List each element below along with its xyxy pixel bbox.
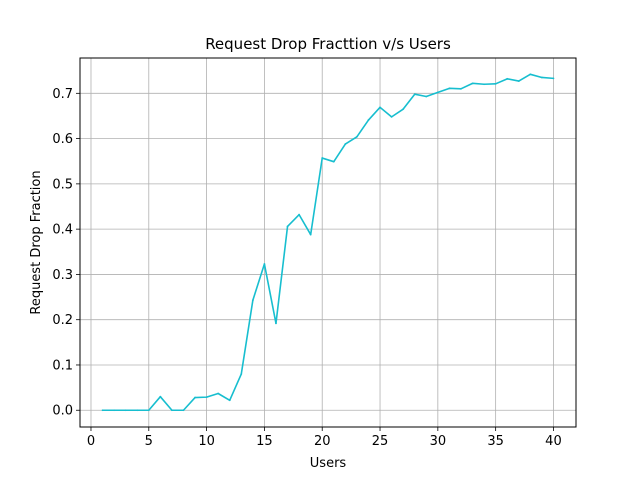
data-point <box>113 409 116 412</box>
y-tick-label: 0.2 <box>52 313 73 328</box>
data-point <box>240 373 243 375</box>
data-point <box>494 82 497 85</box>
data-point <box>217 392 220 395</box>
data-point <box>402 108 405 111</box>
data-point <box>251 299 254 302</box>
y-tick-label: 0.0 <box>52 404 73 419</box>
grid <box>80 58 576 427</box>
data-point <box>332 160 335 163</box>
data-point <box>425 95 428 98</box>
y-tick-label: 0.4 <box>52 223 73 238</box>
chart-title: Request Drop Fracttion v/s Users <box>205 35 451 53</box>
data-point <box>552 77 555 80</box>
x-tick-label: 25 <box>372 434 389 449</box>
series-line <box>102 73 554 412</box>
x-tick-label: 20 <box>314 434 331 449</box>
y-tick-label: 0.1 <box>52 358 73 373</box>
y-tick-label: 0.7 <box>52 87 73 102</box>
data-point <box>263 263 266 265</box>
data-point <box>367 119 370 121</box>
data-point <box>171 409 173 412</box>
data-point <box>298 213 300 216</box>
x-tick-label: 40 <box>545 434 562 449</box>
data-point <box>344 143 347 145</box>
data-point <box>147 409 150 412</box>
data-point <box>471 82 474 85</box>
data-point <box>275 322 277 325</box>
axes-frame <box>79 57 577 428</box>
data-point <box>540 76 543 79</box>
data-point <box>159 395 162 398</box>
x-tick-label: 30 <box>430 434 447 449</box>
data-point <box>194 396 196 399</box>
y-axis-label: Request Drop Fraction <box>29 170 44 314</box>
data-point <box>448 87 451 90</box>
data-point <box>460 87 462 90</box>
x-tick-label: 10 <box>198 434 215 449</box>
x-axis-label: Users <box>310 456 347 471</box>
data-point <box>136 409 139 412</box>
data-point <box>379 106 381 109</box>
ticks: 0 5 10 15 20 25 30 35 40 0.0 0.1 0.2 0.3 0.4 0.5 0.6 0.7 <box>52 87 561 449</box>
data-point <box>413 93 416 96</box>
data-point <box>390 115 393 118</box>
series-layer <box>101 73 555 412</box>
data-point <box>182 409 185 412</box>
y-tick-label: 0.3 <box>52 268 73 283</box>
x-tick-label: 0 <box>87 434 95 449</box>
x-tick-label: 35 <box>487 434 504 449</box>
y-tick-label: 0.5 <box>52 177 73 192</box>
data-point <box>483 83 485 86</box>
x-tick-label: 5 <box>145 434 153 449</box>
data-point <box>101 409 104 412</box>
data-point <box>205 396 208 399</box>
data-point <box>356 135 358 138</box>
data-point <box>309 233 312 236</box>
data-point <box>124 409 127 412</box>
data-point <box>286 225 289 228</box>
data-point <box>506 77 509 80</box>
data-point <box>517 80 520 82</box>
data-point <box>529 73 532 76</box>
data-point <box>436 91 439 94</box>
x-tick-label: 15 <box>256 434 273 449</box>
data-point <box>321 157 324 159</box>
y-tick-label: 0.6 <box>52 132 73 147</box>
data-point <box>228 399 231 402</box>
